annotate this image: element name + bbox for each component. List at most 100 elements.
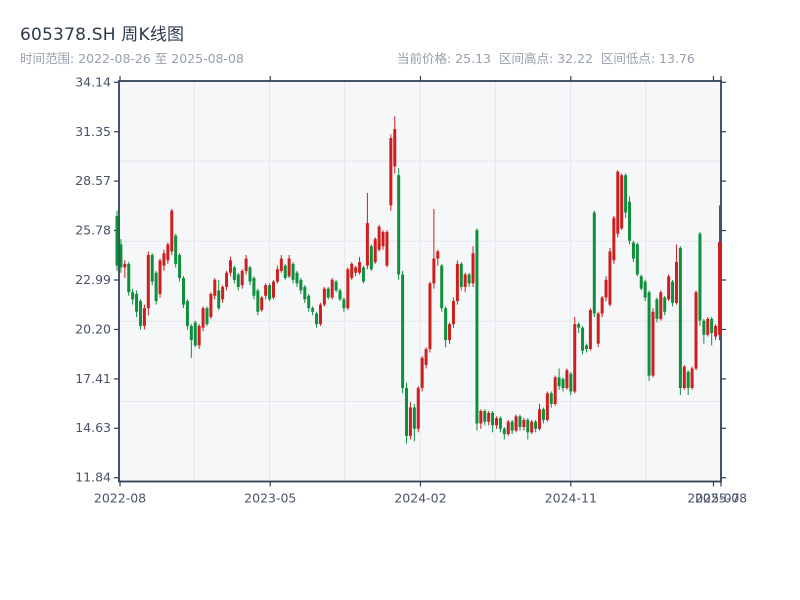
candle-body [651,311,655,376]
range-low-stat: 区间低点: 13.76 [600,51,695,66]
candle-body [232,267,236,280]
candle-body [193,322,197,346]
y-tick-label: 20.20 [75,321,111,336]
date-range-label: 时间范围: 2022-08-26 至 2025-08-08 [20,51,244,66]
candle-body [385,231,389,266]
candle-body [115,215,119,266]
candle-body [377,226,381,250]
candle-body [334,281,338,291]
x-tick-label: 2025-07 [687,491,739,506]
candle-body [526,419,530,433]
candle-body [197,325,201,346]
candle-body [588,309,592,349]
candle-body [135,294,139,312]
candle-body [514,416,518,431]
candle-body [213,279,217,296]
candle-body [271,281,275,298]
candle-body [287,258,291,277]
candle-body [412,407,416,429]
candle-body [467,274,471,284]
candle-body [444,308,448,341]
candle-body [561,379,565,388]
candle-body [522,419,526,427]
candle-body [541,409,545,420]
range-high-stat: 区间高点: 32.22 [498,51,593,66]
candle-body [131,292,135,300]
candle-body [225,272,229,287]
candle-body [440,265,444,309]
candle-body [119,244,123,268]
y-tick-label: 14.63 [75,420,111,435]
candle-body [295,272,299,284]
candle-body [307,295,311,309]
y-tick-label: 11.84 [75,470,111,485]
candle-body [698,233,702,321]
candle-body [405,387,409,436]
candle-body [389,137,393,206]
candle-body [162,253,166,266]
candle-body [506,421,510,435]
candle-body [538,409,542,429]
candle-body [279,258,283,271]
candle-body [393,129,397,167]
candlestick-chart: 34.14 31.35 28.57 25.78 22.99 20.20 17.41 14.63… [75,74,747,506]
y-tick-label: 25.78 [75,223,111,238]
candle-body [710,318,714,334]
candle-body [600,297,604,314]
candle-body [283,265,287,279]
candle-body [690,368,694,388]
candle-body [620,175,624,229]
candle-body [436,251,440,259]
candle-body [557,377,561,387]
candle-body [706,318,710,335]
candle-body [365,223,369,266]
candle-body [236,274,240,287]
candle-body [553,377,557,404]
candle-body [252,278,256,296]
candle-body [373,239,377,263]
candle-body [667,276,671,300]
candle-body [518,416,522,427]
candle-body [639,276,643,289]
candle-body [264,285,268,296]
candle-body [498,418,502,429]
candle-body [189,325,193,341]
candle-body [381,231,385,247]
candle-body [455,263,459,302]
candle-body [420,357,424,388]
y-tick-label: 22.99 [75,272,111,287]
candle-body [303,286,307,300]
candle-body [346,269,350,309]
y-tick-label: 17.41 [75,371,111,386]
candle-body [170,210,174,252]
candle-body [138,301,142,326]
candle-body [510,421,514,431]
candle-body [569,373,573,392]
candle-body [663,297,667,312]
candle-body [330,279,334,298]
candle-body [631,242,635,259]
candle-body [311,308,315,312]
candle-body [424,348,428,365]
candle-body [158,260,162,295]
candle-body [354,267,358,273]
candle-body [534,421,538,429]
price-stats: 当前价格: 25.13 区间高点: 32.22 区间低点: 13.76 [397,48,695,67]
candle-body [401,274,405,388]
candle-body [260,297,264,310]
page-title: 605378.SH 周K线图 [20,25,185,45]
candle-body [718,242,721,335]
candle-body [338,290,342,300]
candle-body [581,327,585,351]
candle-body [205,308,209,325]
candle-body [655,299,659,319]
candle-body [248,267,252,282]
candle-body [502,428,506,435]
candle-body [584,345,588,349]
candle-body [530,421,534,433]
candle-body [612,217,616,261]
y-tick-label: 31.35 [75,124,111,139]
candle-body [624,175,628,213]
candle-body [166,244,170,261]
